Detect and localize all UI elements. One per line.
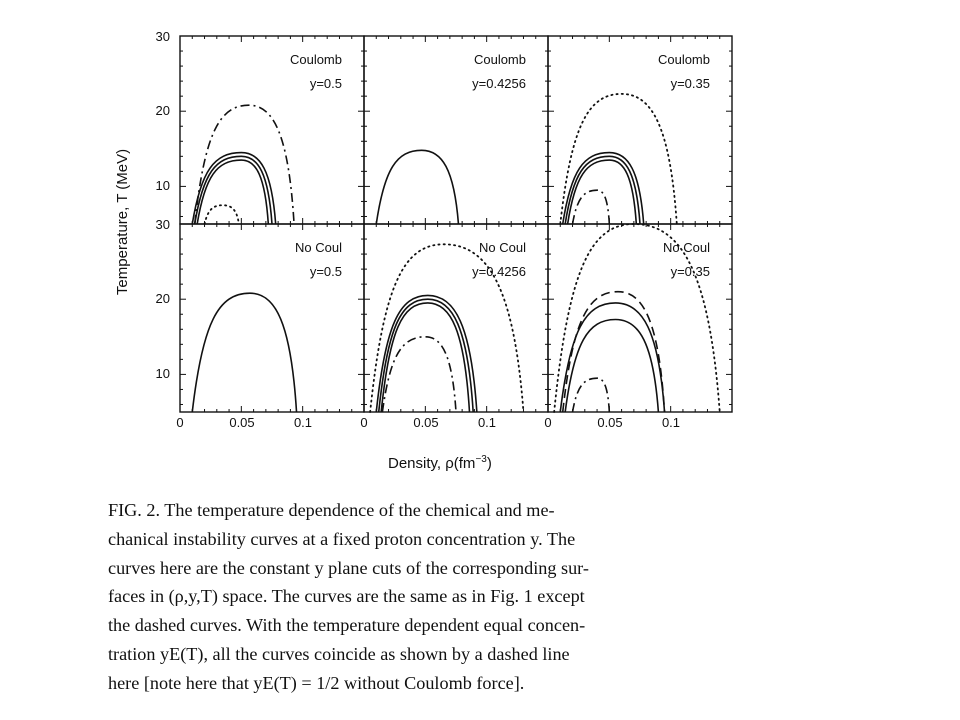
- panel-y-value: y=0.4256: [472, 264, 526, 279]
- y-tick-bottom-10: 10: [156, 366, 170, 381]
- panel-nocoul-y035: No Coul y=0.35: [547, 223, 733, 413]
- panel-label: No Coul: [663, 240, 710, 255]
- curve-solid-1: [561, 151, 645, 225]
- y-tick-top-10: 10: [156, 178, 170, 193]
- curve-dotted-5: [203, 204, 240, 225]
- panel-nocoul-y04256: No Coul y=0.4256: [363, 223, 549, 413]
- x-axis-label: Density, ρ(fm−3): [388, 454, 492, 472]
- panel-label: Coulomb: [474, 52, 526, 67]
- panel-y-value: y=0.5: [310, 76, 342, 91]
- y-tick-top-20: 20: [156, 103, 170, 118]
- panel-y-value: y=0.5: [310, 264, 342, 279]
- curve-solid-1: [191, 151, 277, 225]
- panel-coulomb-y035: Coulomb y=0.35: [547, 35, 733, 225]
- x-tick-col1-005: 0.05: [229, 415, 254, 430]
- y-tick-bottom-20: 20: [156, 291, 170, 306]
- x-tick-col1-01: 0.1: [294, 415, 312, 430]
- curve-dotted-4: [553, 223, 721, 413]
- curve-solid-2: [377, 298, 474, 413]
- panel-label: No Coul: [479, 240, 526, 255]
- curve-solid-1: [191, 292, 298, 413]
- caption-line-3: curves here are the constant y plane cut…: [108, 557, 589, 578]
- y-tick-top-30: 30: [156, 29, 170, 44]
- curve-solid-1: [375, 149, 460, 225]
- x-axis-label-sup: −3: [475, 454, 487, 465]
- curve-solid-1: [375, 294, 478, 413]
- figure-caption: FIG. 2. The temperature dependence of th…: [108, 496, 770, 698]
- x-tick-col3-0: 0: [544, 415, 551, 430]
- panel-y-value: y=0.35: [671, 76, 710, 91]
- caption-line-1: FIG. 2. The temperature dependence of th…: [108, 500, 555, 520]
- x-axis-label-close: ): [487, 455, 492, 472]
- panel-label: Coulomb: [658, 52, 710, 67]
- curve-solid-2: [193, 155, 273, 225]
- figure-panels: Temperature, T (MeV) 30 20 10 30 20 10 0…: [114, 29, 733, 472]
- panel-coulomb-y04256: Coulomb y=0.4256: [363, 35, 549, 225]
- x-axis-label-main: Density, ρ(fm: [388, 455, 475, 472]
- panel-frame: [547, 223, 733, 413]
- curve-dash-dot-5: [381, 335, 457, 413]
- curve-solid-1: [559, 302, 666, 413]
- panel-coulomb-y05: Coulomb y=0.5: [179, 35, 365, 225]
- caption-line-2: chanical instability curves at a fixed p…: [108, 528, 576, 549]
- curve-solid-3: [196, 159, 270, 225]
- x-tick-col2-005: 0.05: [413, 415, 438, 430]
- y-tick-bottom-30: 30: [156, 217, 170, 232]
- curve-dash-dot-5: [571, 377, 611, 413]
- x-tick-col1-0: 0: [176, 415, 183, 430]
- y-axis-label: Temperature, T (MeV): [114, 149, 131, 295]
- panel-y-value: y=0.4256: [472, 76, 526, 91]
- curve-solid-2: [564, 155, 641, 225]
- x-tick-col3-005: 0.05: [597, 415, 622, 430]
- caption-line-7: here [note here that yE(T) = 1/2 without…: [108, 672, 525, 693]
- panel-label: Coulomb: [290, 52, 342, 67]
- panel-nocoul-y05: No Coul y=0.5: [179, 223, 365, 413]
- caption-line-6: tration yE(T), all the curves coincide a…: [108, 643, 570, 664]
- x-tick-col2-0: 0: [360, 415, 367, 430]
- curve-solid-2: [564, 318, 660, 413]
- x-tick-col2-01: 0.1: [478, 415, 496, 430]
- curve-dash-dot-5: [571, 189, 611, 225]
- caption-line-4: faces in (ρ,y,T) space. The curves are t…: [108, 586, 585, 607]
- curve-dotted-4: [369, 243, 525, 413]
- x-tick-col3-01: 0.1: [662, 415, 680, 430]
- caption-line-5: the dashed curves. With the temperature …: [108, 615, 586, 636]
- curve-dashed-3: [561, 290, 666, 413]
- curve-solid-3: [566, 159, 638, 225]
- panels-layer: Coulomb y=0.5 Coulomb y=0.4256 Coulomb y=0.35…: [179, 35, 733, 413]
- curve-solid-3: [380, 302, 471, 413]
- curve-dotted-4: [559, 93, 678, 225]
- curve-dash-dot-4: [193, 104, 295, 225]
- panel-label: No Coul: [295, 240, 342, 255]
- panel-y-value: y=0.35: [671, 264, 710, 279]
